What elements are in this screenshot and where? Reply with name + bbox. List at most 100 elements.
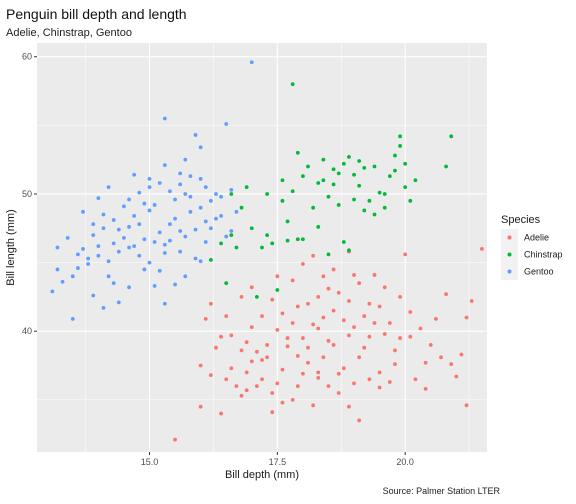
point-gentoo-66 <box>208 226 213 231</box>
point-adelie-108 <box>244 388 249 393</box>
point-chinstrap-50 <box>382 205 387 210</box>
point-gentoo-80 <box>193 133 198 137</box>
point-adelie-85 <box>464 403 469 408</box>
point-adelie-87 <box>341 366 346 371</box>
point-chinstrap-8 <box>249 226 254 231</box>
point-gentoo-20 <box>147 260 152 265</box>
point-chinstrap-2 <box>224 281 229 286</box>
point-chinstrap-17 <box>311 205 316 210</box>
legend-title: Species <box>501 214 541 226</box>
point-adelie-11 <box>270 391 275 395</box>
point-adelie-16 <box>265 343 270 347</box>
point-adelie-13 <box>290 397 295 402</box>
point-chinstrap-54 <box>372 164 377 169</box>
point-chinstrap-51 <box>336 203 341 207</box>
point-gentoo-81 <box>183 157 188 162</box>
point-chinstrap-30 <box>377 190 382 195</box>
point-chinstrap-35 <box>403 185 408 190</box>
point-adelie-1 <box>198 404 203 409</box>
point-adelie-97 <box>311 403 316 408</box>
point-adelie-41 <box>316 295 321 299</box>
point-chinstrap-43 <box>347 248 351 253</box>
point-gentoo-70 <box>127 285 131 290</box>
y-tick-label-1: 50 <box>22 189 32 199</box>
point-adelie-86 <box>362 345 367 350</box>
point-adelie-111 <box>336 371 341 376</box>
point-gentoo-92 <box>229 187 234 192</box>
point-gentoo-62 <box>183 274 188 279</box>
point-adelie-10 <box>260 377 264 382</box>
point-adelie-28 <box>377 370 382 375</box>
point-adelie-76 <box>469 299 474 303</box>
point-gentoo-37 <box>234 209 239 214</box>
point-gentoo-48 <box>198 176 203 181</box>
point-adelie-101 <box>285 344 290 349</box>
point-adelie-31 <box>311 322 316 327</box>
point-gentoo-57 <box>70 316 75 321</box>
point-adelie-43 <box>336 290 341 295</box>
point-adelie-69 <box>408 310 413 314</box>
point-adelie-49 <box>331 267 336 272</box>
point-gentoo-23 <box>162 251 167 255</box>
point-adelie-114 <box>316 326 321 331</box>
point-chinstrap-9 <box>260 245 264 250</box>
point-adelie-74 <box>459 352 464 357</box>
point-gentoo-88 <box>152 203 157 207</box>
point-adelie-61 <box>290 278 295 283</box>
grid-minor <box>37 43 487 452</box>
point-adelie-38 <box>382 332 387 336</box>
point-gentoo-45 <box>168 189 172 194</box>
point-chinstrap-10 <box>270 241 275 246</box>
point-adelie-33 <box>331 308 336 313</box>
point-adelie-79 <box>393 362 397 367</box>
point-chinstrap-57 <box>331 167 336 172</box>
point-gentoo-3 <box>70 274 75 279</box>
point-adelie-25 <box>347 404 351 409</box>
point-adelie-62 <box>301 262 305 266</box>
point-gentoo-84 <box>137 222 142 227</box>
point-gentoo-18 <box>137 253 142 258</box>
point-chinstrap-15 <box>301 174 305 179</box>
point-chinstrap-26 <box>357 183 362 188</box>
point-gentoo-0 <box>249 60 254 65</box>
point-chinstrap-42 <box>326 252 331 257</box>
point-adelie-75 <box>464 315 469 320</box>
point-gentoo-68 <box>178 249 183 254</box>
point-adelie-83 <box>444 292 448 297</box>
point-adelie-113 <box>295 304 300 309</box>
y-tick-label-0: 40 <box>22 326 32 336</box>
point-adelie-94 <box>290 321 295 325</box>
point-adelie-67 <box>382 285 387 290</box>
point-gentoo-76 <box>183 192 188 196</box>
point-chinstrap-38 <box>398 134 402 139</box>
point-chinstrap-6 <box>229 233 234 238</box>
point-gentoo-14 <box>116 249 121 254</box>
point-chinstrap-36 <box>408 198 413 203</box>
point-adelie-56 <box>203 316 208 321</box>
point-gentoo-28 <box>188 209 193 214</box>
point-adelie-14 <box>295 384 300 389</box>
point-gentoo-27 <box>183 234 188 239</box>
point-gentoo-7 <box>65 235 70 240</box>
chart-subtitle: Adelie, Chinstrap, Gentoo <box>6 27 132 39</box>
point-chinstrap-19 <box>321 178 326 183</box>
point-chinstrap-59 <box>280 178 285 183</box>
point-adelie-117 <box>224 314 229 319</box>
point-adelie-8 <box>244 370 249 375</box>
point-adelie-73 <box>449 362 454 367</box>
point-adelie-5 <box>224 377 229 382</box>
point-gentoo-54 <box>81 209 85 214</box>
point-chinstrap-56 <box>403 161 408 166</box>
point-chinstrap-40 <box>449 134 454 139</box>
legend-label-chinstrap: Chinstrap <box>524 250 563 260</box>
point-gentoo-75 <box>116 227 121 232</box>
point-gentoo-34 <box>219 214 223 218</box>
point-gentoo-71 <box>106 274 111 279</box>
point-adelie-40 <box>306 301 310 306</box>
point-adelie-36 <box>362 314 367 319</box>
point-chinstrap-34 <box>398 144 402 148</box>
x-tick-label-2: 20.0 <box>396 457 414 467</box>
point-adelie-92 <box>239 348 244 353</box>
x-axis-title: Bill depth (mm) <box>225 469 299 481</box>
point-chinstrap-52 <box>321 157 326 162</box>
